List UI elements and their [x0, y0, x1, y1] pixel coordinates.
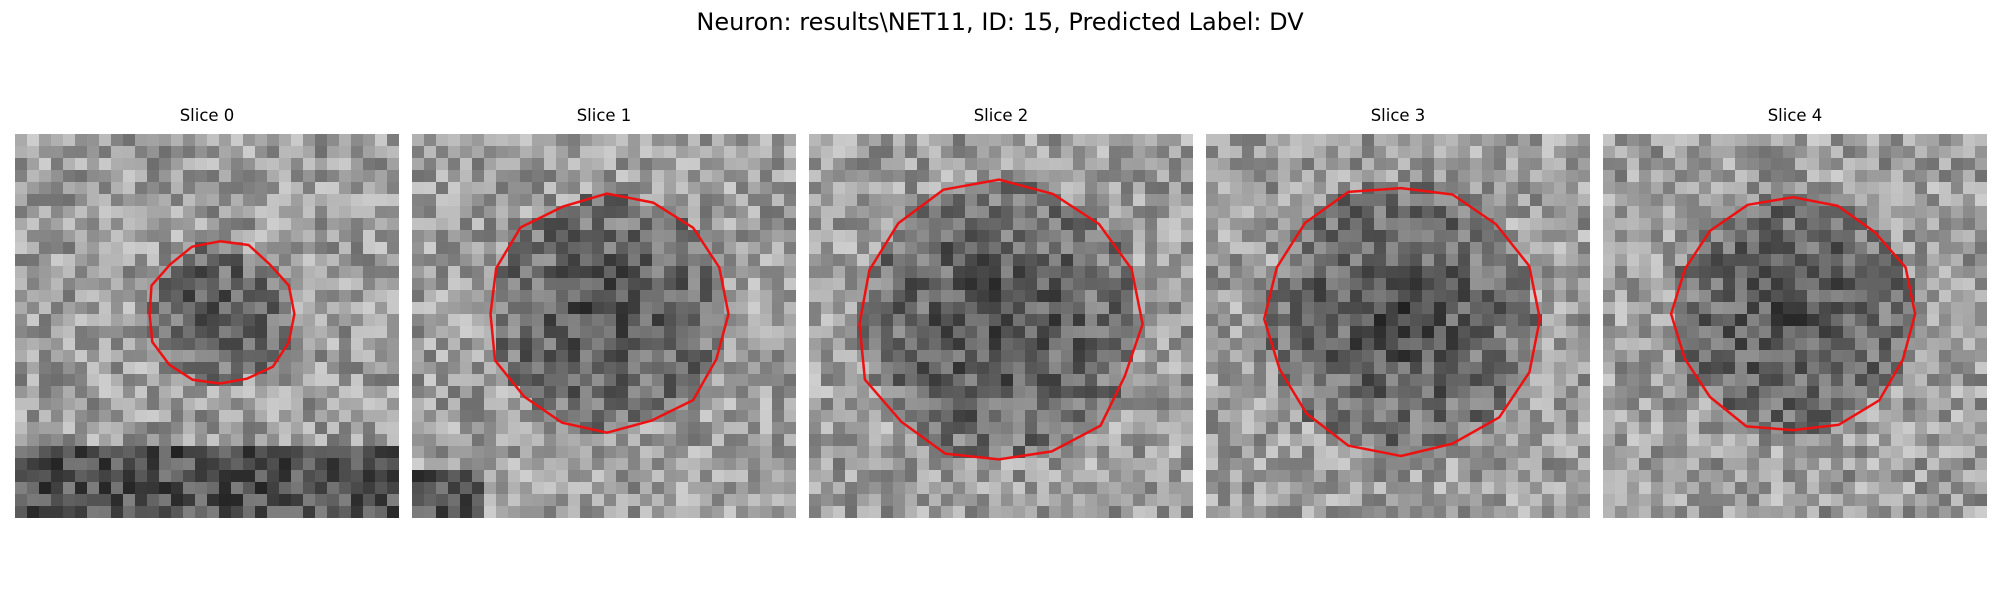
slice-svg	[809, 134, 1193, 518]
slice-title: Slice 0	[15, 106, 399, 125]
slice-svg	[1206, 134, 1590, 518]
slice-image	[809, 134, 1193, 518]
pixel-field	[412, 134, 796, 518]
pixel-field	[1206, 134, 1590, 518]
slice-title: Slice 3	[1206, 106, 1590, 125]
slice-image	[1206, 134, 1590, 518]
slice-image	[1603, 134, 1987, 518]
slice-svg	[1603, 134, 1987, 518]
slice-svg	[412, 134, 796, 518]
slice-title: Slice 1	[412, 106, 796, 125]
figure-title: Neuron: results\NET11, ID: 15, Predicted…	[0, 8, 2000, 36]
slice-title: Slice 4	[1603, 106, 1987, 125]
pixel-field	[1603, 134, 1987, 518]
slice-image	[15, 134, 399, 518]
slice-image	[412, 134, 796, 518]
slice-title: Slice 2	[809, 106, 1193, 125]
pixel-field	[809, 134, 1193, 518]
slice-svg	[15, 134, 399, 518]
pixel-field	[15, 134, 399, 518]
